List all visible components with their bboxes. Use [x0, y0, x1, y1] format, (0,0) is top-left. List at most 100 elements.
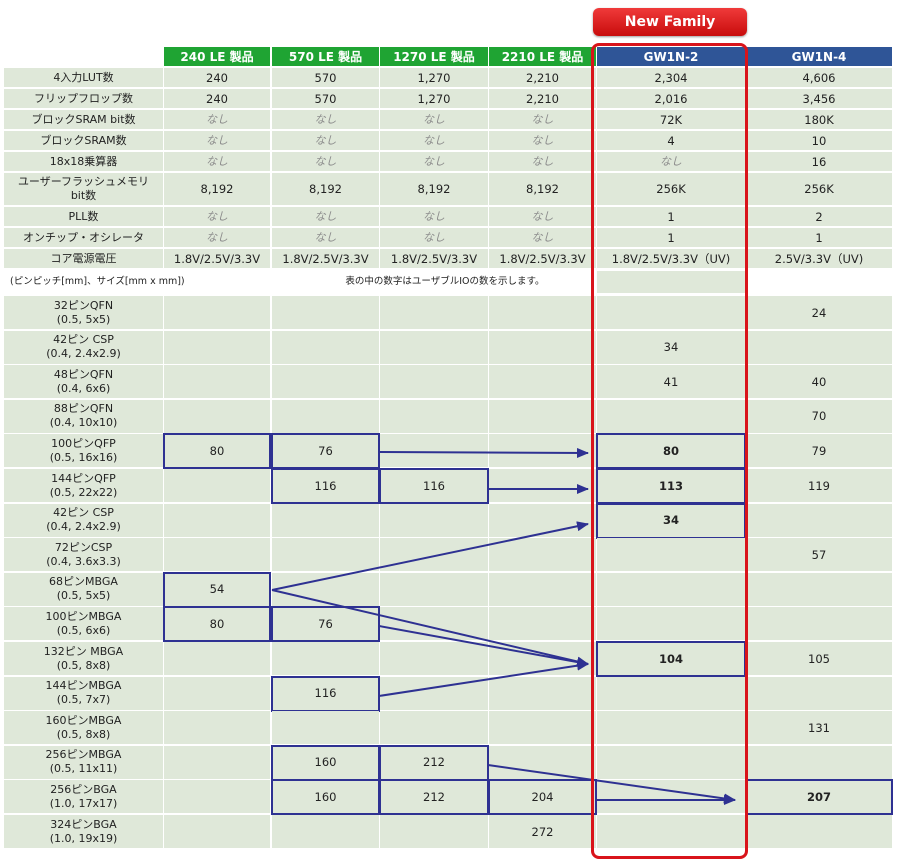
spec-value: なし [164, 152, 270, 171]
io-count [489, 607, 596, 641]
io-count [272, 538, 379, 572]
spec-value: 1.8V/2.5V/3.3V [272, 249, 379, 268]
io-count: 80 [597, 434, 745, 468]
migration-arrow [271, 589, 589, 667]
spec-value: 256K [597, 173, 745, 205]
io-count [272, 711, 379, 745]
gw1n2-note-cell [597, 271, 745, 293]
io-count [164, 296, 270, 329]
io-count: 76 [272, 434, 379, 468]
io-count: 70 [746, 399, 892, 433]
spec-value: なし [489, 228, 596, 247]
io-count [746, 572, 892, 606]
io-count [597, 745, 745, 779]
migration-arrow [378, 447, 589, 458]
package-highlight-box [163, 433, 271, 470]
io-count [380, 503, 488, 537]
spec-value: 1.8V/2.5V/3.3V [164, 249, 270, 268]
spec-value: なし [272, 110, 379, 129]
io-count: 207 [746, 780, 892, 814]
io-count [380, 642, 488, 675]
row-label: 4入力LUT数 [4, 68, 163, 87]
io-count [164, 780, 270, 814]
io-count [746, 676, 892, 710]
package-label: 256ピンBGA (1.0, 17x17) [4, 780, 163, 814]
io-count: 116 [272, 469, 379, 502]
io-count [380, 538, 488, 572]
io-count [489, 711, 596, 745]
io-count: 34 [597, 503, 745, 537]
spec-value: なし [272, 228, 379, 247]
io-count: 160 [272, 780, 379, 814]
spec-value: 240 [164, 68, 270, 87]
migration-arrow [487, 764, 736, 804]
io-count [597, 676, 745, 710]
spec-value: なし [380, 110, 488, 129]
package-label: 48ピンQFN (0.4, 6x6) [4, 365, 163, 399]
spec-value: なし [164, 228, 270, 247]
io-count [380, 434, 488, 468]
io-count [380, 365, 488, 399]
column-header: GW1N-4 [746, 47, 892, 66]
io-count [380, 815, 488, 848]
spec-value: 256K [746, 173, 892, 205]
spec-value: 570 [272, 89, 379, 108]
spec-value: なし [489, 110, 596, 129]
migration-arrow [271, 521, 589, 591]
spec-value: なし [380, 207, 488, 226]
row-label: コア電源電圧 [4, 249, 163, 268]
new-family-badge: New Family [593, 8, 747, 36]
spec-value: なし [164, 207, 270, 226]
package-highlight-box [379, 468, 489, 504]
spec-value: 240 [164, 89, 270, 108]
io-count [489, 538, 596, 572]
io-count: 116 [272, 676, 379, 710]
io-count [597, 296, 745, 329]
io-count: 113 [597, 469, 745, 502]
io-count: 80 [164, 434, 270, 468]
io-count [164, 711, 270, 745]
row-label: ブロックSRAM bit数 [4, 110, 163, 129]
io-count: 40 [746, 365, 892, 399]
spec-value: 10 [746, 131, 892, 150]
row-label: 18x18乗算器 [4, 152, 163, 171]
row-label: オンチップ・オシレータ [4, 228, 163, 247]
package-label: 324ピンBGA (1.0, 19x19) [4, 815, 163, 848]
io-count: 116 [380, 469, 488, 502]
spec-value: 8,192 [489, 173, 596, 205]
spec-value: 1.8V/2.5V/3.3V [489, 249, 596, 268]
io-count [489, 330, 596, 364]
package-label: 100ピンMBGA (0.5, 6x6) [4, 607, 163, 641]
io-count [164, 538, 270, 572]
row-label: PLL数 [4, 207, 163, 226]
io-count [164, 676, 270, 710]
spec-value: なし [380, 152, 488, 171]
spec-value: 8,192 [164, 173, 270, 205]
io-count [489, 296, 596, 329]
gw1n4-note-cell [746, 271, 892, 293]
io-count: 212 [380, 745, 488, 779]
spec-value: なし [272, 131, 379, 150]
io-count [380, 572, 488, 606]
package-highlight-box [488, 779, 597, 816]
spec-value: なし [489, 207, 596, 226]
package-label: 256ピンMBGA (0.5, 11x11) [4, 745, 163, 779]
package-label: 42ピン CSP (0.4, 2.4x2.9) [4, 330, 163, 364]
io-count: 79 [746, 434, 892, 468]
io-count [597, 538, 745, 572]
spec-value: なし [380, 228, 488, 247]
spec-value: なし [272, 207, 379, 226]
io-count [746, 815, 892, 848]
io-count: 76 [272, 607, 379, 641]
package-label: 132ピン MBGA (0.5, 8x8) [4, 642, 163, 675]
spec-value: 2,304 [597, 68, 745, 87]
row-label: ブロックSRAM数 [4, 131, 163, 150]
package-label: 160ピンMBGA (0.5, 8x8) [4, 711, 163, 745]
io-count [597, 572, 745, 606]
spec-value: 2,016 [597, 89, 745, 108]
spec-value: 4,606 [746, 68, 892, 87]
header-corner [4, 47, 163, 66]
spec-value: 1 [746, 228, 892, 247]
io-count [164, 365, 270, 399]
